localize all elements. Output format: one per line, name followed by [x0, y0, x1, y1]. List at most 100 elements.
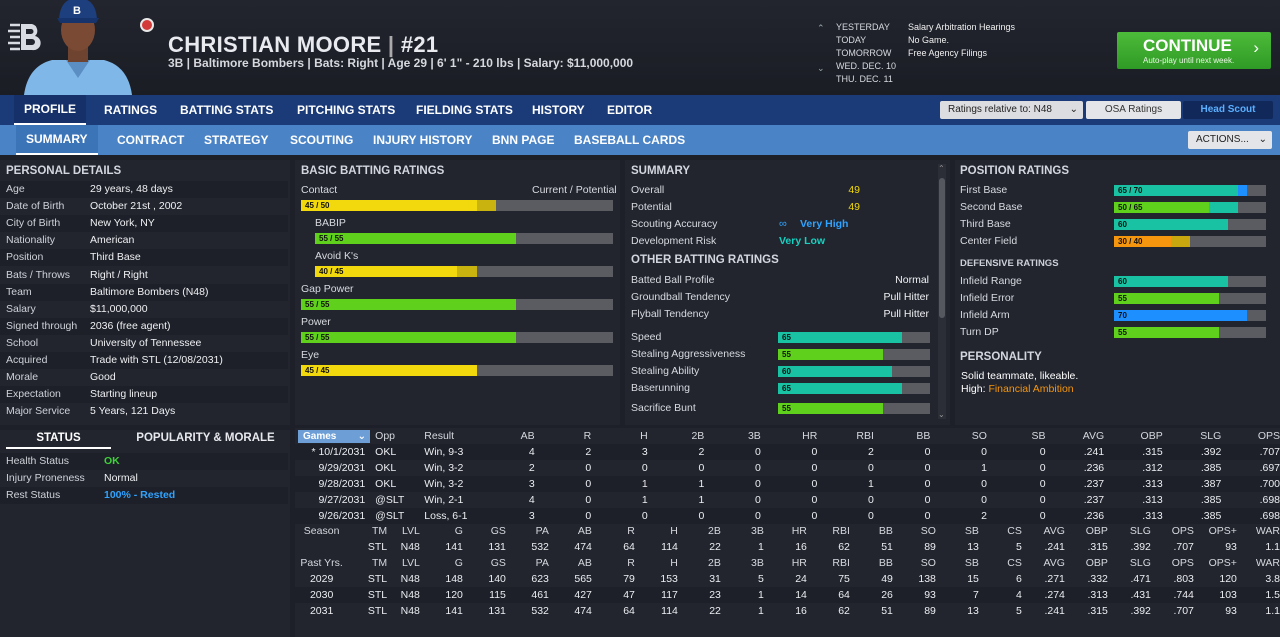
- table-cell: 51: [881, 541, 893, 553]
- past-years-table: Past Yrs. TM LVL G GS PA AB R H 2B 3B HR RBI BB SO SB CS…: [295, 555, 1280, 619]
- table-cell: .392: [1130, 541, 1151, 553]
- scrollbar-thumb[interactable]: [939, 178, 945, 318]
- defensive-rating-bar: 55: [1114, 293, 1266, 304]
- tab-status[interactable]: STATUS: [6, 432, 111, 449]
- table-cell: Win, 2-1: [424, 494, 464, 506]
- game-row[interactable]: 9/29/2031 OKL Win, 3-2 2 0 0 0 0 0 0 0 1 0 .236 .312 .3…: [295, 460, 1280, 476]
- tab-scouting[interactable]: SCOUTING: [290, 133, 354, 147]
- current-fill: [301, 200, 477, 211]
- tab-batting-stats[interactable]: BATTING STATS: [180, 103, 274, 117]
- table-cell: 79: [623, 573, 635, 585]
- detail-row: Nationality American: [0, 232, 288, 249]
- game-row[interactable]: 9/26/2031 @SLT Loss, 6-1 3 0 0 0 0 0 0 0 2 0.236.313…: [295, 508, 1280, 524]
- header-cell: SO: [920, 557, 936, 569]
- games-select[interactable]: Games ⌄: [298, 430, 370, 443]
- rating-label: 60: [1118, 277, 1127, 286]
- personal-details-panel: PERSONAL DETAILS Age 29 years, 48 days Dat…: [0, 160, 290, 425]
- tab-baseball-cards[interactable]: BASEBALL CARDS: [574, 133, 686, 147]
- header-cell: GS: [490, 557, 506, 569]
- tab-popularity-morale[interactable]: POPULARITY & MORALE: [136, 432, 275, 444]
- stat-row[interactable]: 2031 STL N48 141 131 532 474 64 114 22 1 16 62 51 89 13…: [295, 603, 1280, 619]
- scrollbar[interactable]: ⌃ ⌄: [938, 164, 946, 419]
- table-cell: .241: [1044, 605, 1065, 617]
- game-row[interactable]: 9/27/2031 @SLT Win, 2-1 4 0 1 1 0 0 0 0 0 0 .237 .313.…: [295, 492, 1280, 508]
- batting-rating-name: Gap Power: [301, 283, 354, 295]
- rating-label: 45 / 50: [305, 201, 330, 210]
- detail-row: Expectation Starting lineup: [0, 386, 288, 404]
- table-cell: 3: [468, 476, 535, 492]
- table-cell: 148: [445, 573, 463, 585]
- current-fill: [1114, 185, 1238, 196]
- tab-profile[interactable]: PROFILE: [14, 95, 87, 125]
- detail-label: Signed through: [6, 319, 78, 332]
- table-header: Season TM LVL G GS PA AB R H 2B 3B HR RBI BB SO SB CS AVG…: [295, 523, 1280, 539]
- game-row[interactable]: * 10/1/2031 OKL Win, 9-3 4 2 3 2 0 0 2 0 0 0.241.315…: [295, 444, 1280, 460]
- table-cell: 114: [661, 605, 678, 617]
- table-cell: 427: [548, 587, 592, 603]
- ratings-relative-select[interactable]: Ratings relative to: N48 ⌄: [940, 101, 1083, 119]
- tab-fielding-stats[interactable]: FIELDING STATS: [416, 103, 513, 117]
- tab-summary[interactable]: SUMMARY: [16, 125, 98, 155]
- header-cell: OBP: [1085, 525, 1108, 537]
- status-label: Rest Status: [6, 489, 61, 501]
- stat-row[interactable]: STL N48 141 131 532 474 64 114 22 1 16 62 51 89 13 5 .24…: [295, 539, 1280, 555]
- tab-ratings[interactable]: RATINGS: [104, 103, 158, 117]
- detail-label: Position: [6, 251, 44, 264]
- table-cell: 0: [986, 476, 1046, 492]
- detail-value: American: [90, 234, 135, 247]
- header-cell: BB: [878, 557, 893, 569]
- other-rating-label: Flyball Tendency: [631, 308, 710, 320]
- detail-label: Expectation: [6, 388, 61, 401]
- personality-text: Solid teammate, likeable.: [961, 370, 1079, 382]
- actions-dropdown[interactable]: ACTIONS... ⌄: [1188, 131, 1272, 149]
- table-cell: 0: [534, 476, 592, 492]
- table-cell: 117: [634, 587, 678, 603]
- chevron-down-icon[interactable]: ⌄: [817, 63, 825, 73]
- detail-value: Third Base: [90, 251, 141, 264]
- stat-row[interactable]: 2029 STL N48 148 140 623 565 79 153 31 5 24 75 49 138 1…: [295, 571, 1280, 587]
- table-cell: .332: [1087, 573, 1108, 585]
- rating-label: 55: [782, 404, 791, 413]
- batting-rating-name: BABIP: [315, 217, 346, 229]
- game-row[interactable]: 9/28/2031 OKL Win, 3-2 3 0 1 1 0 0 1 0 0 0.237.313.3…: [295, 476, 1280, 492]
- rating-fill: [1114, 293, 1219, 304]
- table-cell: 0: [591, 508, 648, 524]
- table-cell: .313: [1104, 476, 1163, 492]
- tab-injury-history[interactable]: INJURY HISTORY: [373, 133, 473, 147]
- continue-button[interactable]: CONTINUE Auto-play until next week. ›: [1117, 32, 1271, 69]
- tab-strategy[interactable]: STRATEGY: [204, 133, 269, 147]
- osa-ratings-button[interactable]: OSA Ratings: [1086, 101, 1181, 119]
- header-cell: Past Yrs.: [300, 557, 343, 569]
- tab-editor[interactable]: EDITOR: [607, 103, 653, 117]
- stat-row[interactable]: 2030 STL N48 120 115 461 427 47 117 23 1 14 64 26 93 7 4…: [295, 587, 1280, 603]
- table-cell: 1.5: [1236, 587, 1280, 603]
- table-cell: 47: [591, 587, 635, 603]
- header-cell: 3B: [751, 525, 764, 537]
- personal-details-title: PERSONAL DETAILS: [6, 165, 122, 177]
- table-cell: 64: [623, 541, 635, 553]
- calendar-list: YESTERDAY Salary Arbitration Hearings TOD…: [818, 22, 1108, 87]
- tab-bnn-page[interactable]: BNN PAGE: [492, 133, 555, 147]
- defensive-ratings-title: DEFENSIVE RATINGS: [960, 258, 1059, 269]
- tab-contract[interactable]: CONTRACT: [117, 133, 185, 147]
- header-cell: RBI: [832, 557, 850, 569]
- tab-history[interactable]: HISTORY: [532, 103, 585, 117]
- table-cell: .313: [1142, 494, 1163, 506]
- table-cell: 7: [935, 587, 979, 603]
- detail-label: Bats / Throws: [6, 268, 70, 281]
- table-cell: 1.1: [1265, 605, 1280, 617]
- position-rating-bar: 50 / 65: [1114, 202, 1266, 213]
- head-scout-button[interactable]: Head Scout: [1183, 101, 1273, 119]
- table-cell: Win, 9-3: [416, 444, 469, 460]
- table-cell: 0: [930, 444, 987, 460]
- batting-rating-name: Avoid K's: [315, 250, 359, 262]
- table-cell: 13: [967, 605, 979, 617]
- table-cell: STL: [367, 605, 388, 617]
- defensive-label: Infield Error: [960, 292, 1015, 304]
- tab-pitching-stats[interactable]: PITCHING STATS: [297, 103, 396, 117]
- table-cell: 0: [754, 494, 761, 506]
- header-cell: OBP: [1085, 557, 1108, 569]
- chevron-up-icon[interactable]: ⌃: [817, 23, 825, 33]
- table-cell: 64: [806, 587, 850, 603]
- chevron-down-icon: ⌄: [1069, 104, 1078, 115]
